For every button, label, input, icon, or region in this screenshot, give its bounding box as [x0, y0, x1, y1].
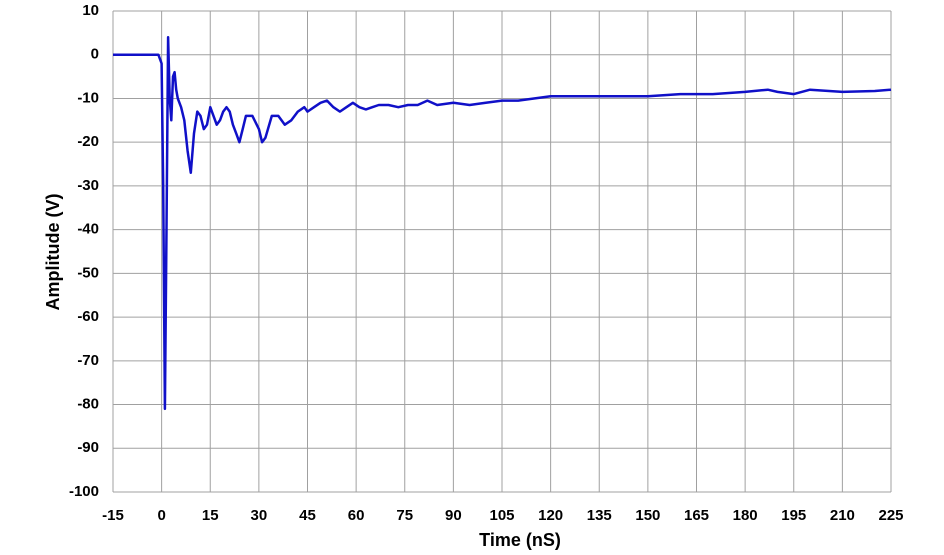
y-axis-label: Amplitude (V): [43, 194, 63, 311]
x-tick-label: 75: [396, 507, 413, 524]
x-tick-label: 180: [733, 507, 758, 524]
y-tick-label: -50: [77, 264, 99, 281]
x-tick-label: 210: [830, 507, 855, 524]
x-tick-label: 45: [299, 507, 316, 524]
x-tick-label: 15: [202, 507, 219, 524]
y-tick-label: -60: [77, 308, 99, 325]
data-line: [113, 35, 892, 411]
y-tick-label: 0: [91, 46, 99, 63]
x-tick-label: 150: [635, 507, 660, 524]
x-tick-label: 165: [684, 507, 709, 524]
y-tick-label: -70: [77, 352, 99, 369]
x-tick-label: 90: [445, 507, 462, 524]
x-tick-label: 0: [157, 507, 165, 524]
y-tick-label: -40: [77, 221, 99, 238]
y-tick-label: -10: [77, 89, 99, 106]
x-tick-label: 105: [489, 507, 514, 524]
y-tick-label: -80: [77, 396, 99, 413]
x-tick-label: -15: [102, 507, 124, 524]
y-tick-label: 10: [82, 2, 99, 19]
x-tick-label: 60: [348, 507, 365, 524]
y-tick-label: -90: [77, 439, 99, 456]
x-tick-label: 120: [538, 507, 563, 524]
y-tick-label: -20: [77, 133, 99, 150]
y-tick-label: -30: [77, 177, 99, 194]
x-tick-label: 225: [878, 507, 903, 524]
y-tick-label: -100: [69, 483, 99, 500]
x-axis-label: Time (nS): [479, 530, 561, 550]
x-tick-label: 135: [587, 507, 612, 524]
x-tick-label: 195: [781, 507, 806, 524]
x-tick-label: 30: [251, 507, 268, 524]
